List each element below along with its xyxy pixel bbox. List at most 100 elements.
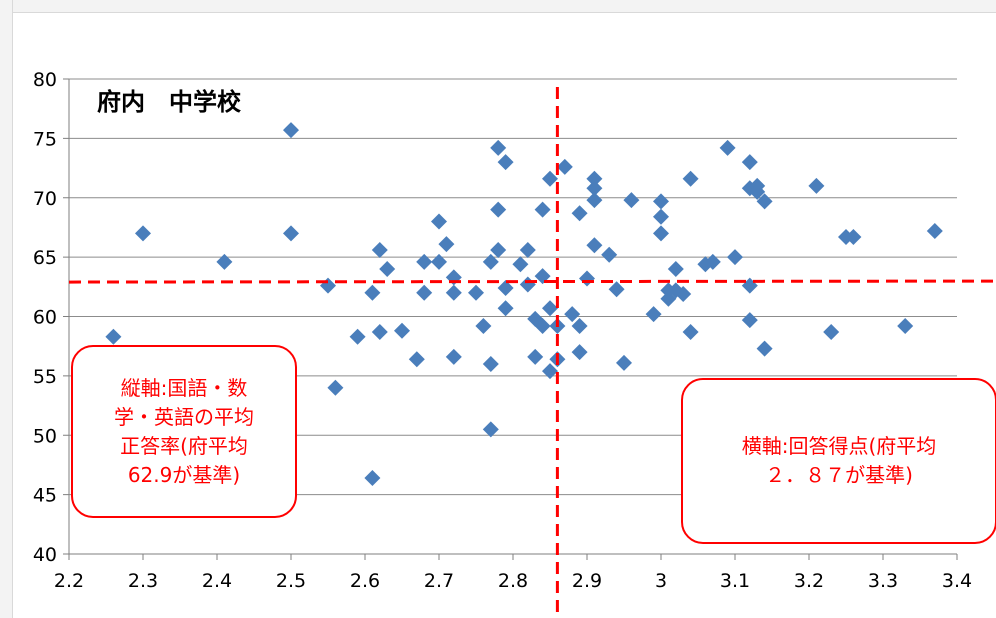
- data-point: [571, 344, 588, 361]
- data-point: [653, 225, 669, 242]
- data-point: [571, 205, 588, 222]
- data-point: [542, 170, 558, 187]
- data-point: [808, 177, 825, 194]
- data-point: [135, 225, 151, 242]
- data-point: [482, 253, 499, 270]
- data-point: [623, 192, 640, 209]
- data-point: [283, 122, 299, 139]
- data-point: [542, 300, 558, 317]
- chart-area[interactable]: 40 45 50 55 60 65 70 75 80 2.2 2.3 2.4 2.5 2.6 2.7 2.8 2…: [12, 13, 996, 618]
- data-point: [756, 340, 773, 357]
- data-point: [379, 261, 396, 277]
- x-tick-label: 2.9: [572, 570, 602, 592]
- data-point: [475, 318, 492, 334]
- data-point: [704, 253, 721, 270]
- data-point: [564, 306, 581, 323]
- data-point: [482, 421, 499, 438]
- spreadsheet-column-strip: [0, 0, 996, 13]
- chart-title: 府内 中学校: [97, 88, 242, 116]
- x-tick-label: 3.2: [794, 570, 824, 592]
- data-point: [527, 348, 544, 365]
- x-tick-label: 2.5: [276, 570, 306, 592]
- y-tick-label: 80: [33, 69, 57, 91]
- data-point: [586, 180, 603, 197]
- y-tick-label: 45: [33, 485, 57, 507]
- data-point: [645, 306, 662, 323]
- y-axis-explanation-text: 縦軸:国語・数 学・英語の平均 正答率(府平均 62.9が基準): [114, 375, 254, 487]
- data-point: [756, 193, 773, 210]
- data-point: [468, 284, 484, 301]
- scatter-chart: 40 45 50 55 60 65 70 75 80 2.2 2.3 2.4 2.5 2.6 2.7 2.8 2…: [33, 69, 996, 618]
- data-point: [327, 379, 344, 396]
- data-point: [283, 225, 299, 242]
- data-point: [364, 284, 381, 301]
- x-tick-label: 3.1: [720, 570, 750, 592]
- y-tick-label: 55: [33, 366, 57, 388]
- data-point: [897, 318, 914, 334]
- data-point: [445, 284, 462, 301]
- data-point: [741, 154, 758, 171]
- data-point: [727, 249, 743, 266]
- x-axis-explanation-text: 横軸:回答得点(府平均 ２．８７が基準): [741, 434, 937, 487]
- data-point: [667, 261, 684, 277]
- data-point: [653, 208, 669, 225]
- data-point: [608, 281, 625, 298]
- data-point: [438, 236, 455, 253]
- y-tick-label: 75: [33, 128, 57, 150]
- data-point: [586, 192, 603, 209]
- data-point: [431, 213, 447, 230]
- data-point: [719, 139, 736, 156]
- data-point: [675, 285, 692, 302]
- data-point: [371, 323, 388, 340]
- data-point: [534, 318, 551, 334]
- data-point: [497, 154, 514, 171]
- data-point: [519, 242, 536, 258]
- y-tick-label: 60: [33, 307, 57, 329]
- data-point: [490, 201, 507, 218]
- y-axis-explanation-callout: 縦軸:国語・数 学・英語の平均 正答率(府平均 62.9が基準): [71, 345, 297, 518]
- data-point: [394, 322, 410, 339]
- data-point: [445, 348, 462, 365]
- x-tick-label: 3.4: [942, 570, 972, 592]
- data-point: [364, 470, 381, 486]
- data-point: [490, 139, 507, 156]
- data-point: [497, 300, 514, 317]
- data-point: [556, 158, 573, 175]
- spreadsheet-row-strip: [0, 0, 13, 618]
- data-point: [571, 318, 588, 334]
- data-point: [601, 246, 618, 263]
- data-point: [371, 242, 388, 258]
- data-point: [586, 170, 603, 187]
- data-point: [349, 328, 366, 345]
- data-point: [519, 276, 536, 293]
- data-point: [497, 280, 514, 296]
- data-point: [823, 323, 840, 340]
- data-point: [616, 354, 632, 371]
- x-tick-label: 2.6: [350, 570, 380, 592]
- x-axis-explanation-callout: 横軸:回答得点(府平均 ２．８７が基準): [681, 378, 996, 544]
- data-point: [416, 284, 433, 301]
- x-tick-label: 2.2: [54, 570, 84, 592]
- y-tick-label: 65: [33, 247, 57, 269]
- data-point: [408, 351, 425, 368]
- data-point: [653, 193, 669, 210]
- data-point: [105, 328, 122, 345]
- y-tick-label: 70: [33, 188, 57, 210]
- x-tick-label: 2.3: [128, 570, 158, 592]
- x-tick-label: 3.3: [868, 570, 898, 592]
- data-point: [682, 170, 699, 187]
- y-reference-line: [68, 279, 996, 284]
- data-point: [542, 363, 558, 380]
- data-point: [216, 253, 233, 270]
- data-point: [512, 256, 529, 273]
- data-point: [579, 270, 595, 287]
- y-tick-label: 40: [33, 544, 57, 566]
- data-point: [431, 253, 447, 270]
- x-tick-label: 3: [655, 570, 667, 592]
- data-point: [534, 201, 551, 218]
- data-point: [926, 223, 943, 239]
- data-point: [586, 237, 603, 254]
- y-tick-label: 50: [33, 425, 57, 447]
- data-point: [845, 228, 862, 245]
- x-tick-label: 2.4: [202, 570, 232, 592]
